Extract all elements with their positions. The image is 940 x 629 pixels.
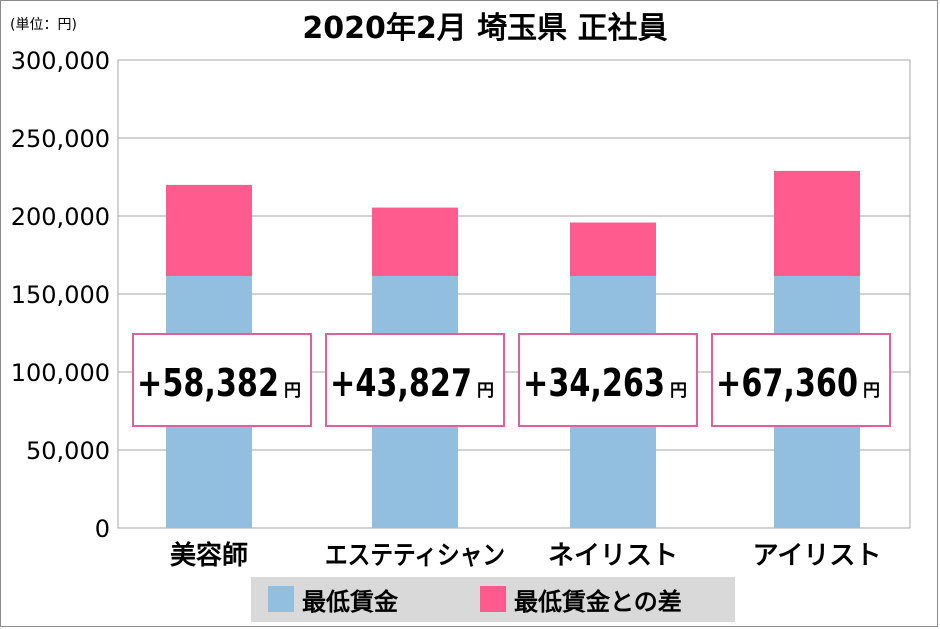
y-tick-label: 200,000 xyxy=(11,203,110,231)
legend-swatch xyxy=(480,586,506,612)
y-tick-label: 150,000 xyxy=(11,281,110,309)
bar-segment-difference xyxy=(774,170,860,276)
difference-value: +43,827 xyxy=(330,361,472,405)
difference-label-box xyxy=(325,333,505,427)
x-tick-label: ネイリスト xyxy=(548,541,678,571)
axes: 0 50,000 100,000 150,000 200,000 250,000 300,0… xyxy=(11,47,882,571)
difference-value: +67,360 xyxy=(716,361,858,405)
bar-segment-difference xyxy=(166,184,252,276)
difference-value: +58,382 xyxy=(137,361,279,405)
y-tick-label: 100,000 xyxy=(11,359,110,387)
legend-label: 最低賃金 xyxy=(302,588,399,616)
bar-segment-difference xyxy=(570,222,656,276)
chart-title: 2020年2月 埼玉県 正社員 xyxy=(302,11,667,46)
y-tick-label: 250,000 xyxy=(11,125,110,153)
legend-swatch xyxy=(268,586,294,612)
difference-labels: +58,382 円 +43,827 円 +34,263 円 +67,360 円 xyxy=(132,333,891,427)
difference-value: +34,263 xyxy=(523,361,665,405)
difference-unit: 円 xyxy=(477,381,494,401)
difference-unit: 円 xyxy=(284,381,301,401)
legend: 最低賃金 最低賃金との差 xyxy=(251,577,735,622)
x-tick-label: エステティシャン xyxy=(325,541,505,571)
y-tick-label: 300,000 xyxy=(11,47,110,75)
difference-label-box xyxy=(711,333,891,427)
difference-label-box xyxy=(518,333,698,427)
bar-segment-difference xyxy=(372,207,458,276)
legend-label: 最低賃金との差 xyxy=(514,588,682,616)
x-tick-label: 美容師 xyxy=(170,540,248,571)
difference-label-box xyxy=(132,333,312,427)
unit-note: (単位：円) xyxy=(10,17,77,33)
difference-unit: 円 xyxy=(863,381,880,401)
difference-unit: 円 xyxy=(670,381,687,401)
y-tick-label: 0 xyxy=(95,515,110,543)
x-tick-label: アイリスト xyxy=(753,541,882,571)
y-tick-label: 50,000 xyxy=(26,437,110,465)
